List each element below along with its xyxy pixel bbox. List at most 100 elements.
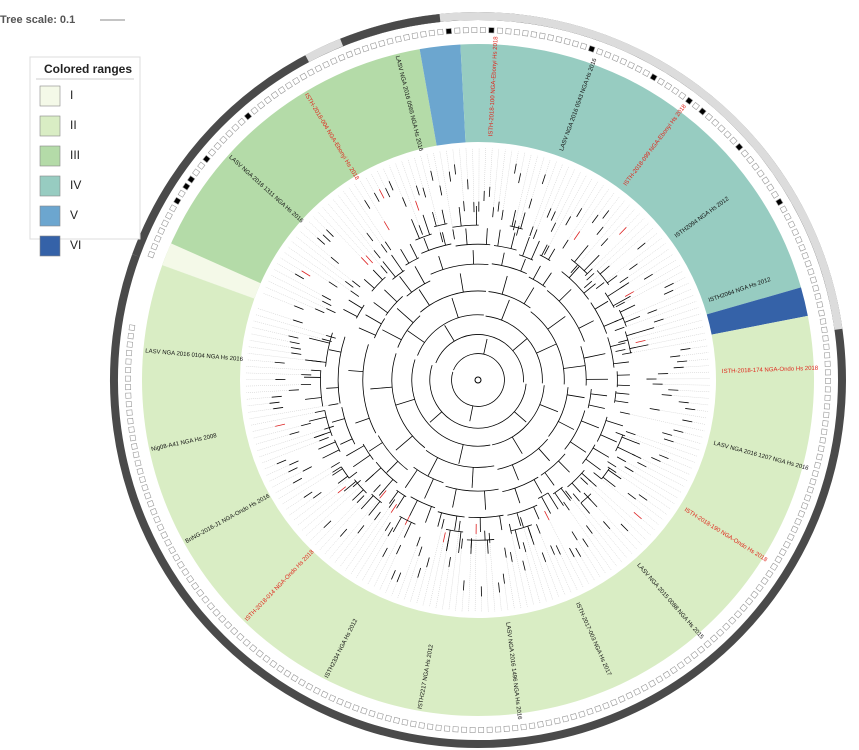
branch	[414, 266, 426, 284]
presence-square	[426, 723, 434, 730]
branch	[294, 305, 304, 310]
clade-range	[706, 287, 808, 335]
guide-line	[246, 384, 302, 387]
guide-line	[641, 458, 688, 481]
presence-square	[197, 161, 206, 170]
presence-square	[642, 69, 651, 77]
branch	[573, 231, 581, 240]
branch	[271, 395, 282, 398]
branch	[619, 276, 629, 284]
branch	[599, 265, 610, 275]
legend-label: VI	[70, 238, 81, 252]
branch	[590, 393, 608, 397]
legend-swatch	[39, 85, 61, 107]
guide-line	[249, 405, 329, 420]
branch	[532, 265, 541, 280]
branch-arc	[488, 291, 531, 309]
presence-square	[276, 664, 285, 673]
branch	[390, 504, 397, 513]
presence-square	[262, 654, 271, 663]
guide-line	[255, 434, 290, 445]
presence-square	[770, 190, 779, 199]
branch	[547, 492, 559, 510]
presence-square	[160, 531, 169, 539]
guide-line	[299, 231, 332, 258]
guide-line	[472, 148, 475, 203]
guide-line	[429, 542, 444, 607]
legend-label: II	[70, 118, 77, 132]
branch	[365, 467, 382, 483]
branch	[571, 531, 578, 541]
leaf-label: ISTH-2018-100 NGA-Ebonyi Hs 2018	[488, 36, 499, 137]
guide-line	[633, 471, 678, 499]
presence-square	[824, 352, 831, 359]
presence-square	[561, 715, 570, 723]
presence-square	[617, 695, 626, 703]
presence-square	[669, 666, 678, 675]
clade-range	[142, 265, 815, 716]
presence-square	[495, 726, 502, 733]
branch	[386, 461, 399, 473]
guide-line	[284, 252, 330, 282]
branch	[514, 529, 521, 549]
branch	[339, 528, 348, 537]
branch	[587, 496, 598, 508]
guide-line	[345, 507, 390, 571]
presence-square	[745, 597, 754, 606]
presence-square	[538, 32, 546, 40]
branch-arc	[601, 467, 610, 480]
branch	[452, 488, 457, 508]
presence-square	[361, 44, 370, 53]
guide-line	[248, 346, 292, 354]
guide-line	[608, 196, 620, 211]
branch	[504, 547, 507, 558]
guide-line	[531, 537, 553, 600]
branch	[448, 171, 452, 182]
guide-line	[686, 358, 710, 362]
branch-arc	[451, 353, 505, 407]
branch	[294, 273, 304, 280]
branch	[488, 532, 491, 543]
guide-line	[334, 533, 358, 563]
presence-square	[224, 620, 233, 630]
presence-square	[161, 219, 169, 228]
branch	[288, 335, 299, 339]
branch	[593, 472, 602, 480]
branch-arc	[614, 390, 617, 403]
guide-line	[637, 243, 666, 264]
presence-square	[231, 123, 240, 132]
guide-line	[247, 353, 312, 361]
branch	[600, 434, 617, 443]
branch	[274, 361, 285, 364]
branch	[644, 327, 655, 331]
presence-square	[547, 34, 555, 42]
guide-line	[439, 151, 454, 230]
guide-line	[554, 554, 572, 593]
branch-arc	[466, 539, 495, 541]
guide-line	[246, 390, 289, 393]
branch-arc	[497, 438, 549, 470]
branch	[649, 408, 660, 411]
presence-square	[277, 86, 286, 95]
presence-square	[141, 484, 149, 492]
branch	[600, 238, 609, 247]
branch	[357, 525, 365, 534]
guide-line	[673, 276, 687, 284]
branch	[330, 461, 340, 468]
guide-line	[592, 533, 617, 567]
guide-line	[266, 464, 290, 476]
branch	[511, 436, 523, 454]
presence-square	[212, 608, 221, 617]
branch	[384, 241, 392, 251]
branch	[514, 488, 521, 504]
branch	[501, 299, 510, 321]
guide-line	[379, 554, 397, 591]
branch	[643, 273, 653, 280]
branch	[633, 511, 642, 520]
presence-square	[196, 588, 205, 597]
branch	[290, 347, 301, 350]
guide-line	[435, 549, 447, 609]
branch-arc	[341, 407, 356, 445]
guide-line	[607, 208, 636, 239]
presence-square	[685, 96, 694, 105]
